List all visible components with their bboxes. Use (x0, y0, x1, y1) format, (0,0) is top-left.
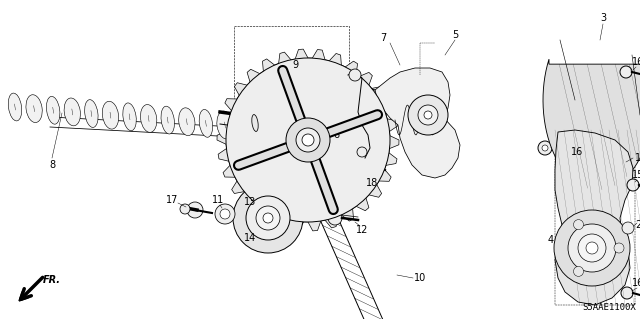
Circle shape (622, 222, 634, 234)
Text: S5AAE1100X: S5AAE1100X (582, 303, 636, 312)
Circle shape (424, 111, 432, 119)
Circle shape (356, 156, 364, 164)
Circle shape (233, 183, 303, 253)
Text: 1: 1 (635, 153, 640, 163)
Circle shape (554, 210, 630, 286)
Ellipse shape (64, 98, 81, 126)
Text: 9: 9 (292, 60, 298, 70)
Circle shape (357, 147, 367, 157)
Text: 13: 13 (244, 197, 256, 207)
Ellipse shape (123, 103, 136, 131)
Ellipse shape (47, 96, 60, 124)
Ellipse shape (140, 105, 157, 132)
Text: 12: 12 (356, 225, 368, 235)
Text: 4: 4 (548, 235, 554, 245)
Text: 11: 11 (212, 195, 224, 205)
Polygon shape (217, 49, 399, 231)
Text: 3: 3 (600, 13, 606, 23)
Circle shape (180, 204, 190, 214)
Circle shape (263, 213, 273, 223)
Circle shape (573, 219, 584, 230)
Text: 17: 17 (166, 195, 178, 205)
Text: 7: 7 (380, 33, 386, 43)
Ellipse shape (217, 111, 233, 139)
Circle shape (226, 58, 390, 222)
Circle shape (351, 151, 369, 169)
Text: 5: 5 (452, 30, 458, 40)
Circle shape (328, 211, 342, 225)
Ellipse shape (161, 106, 175, 134)
Circle shape (220, 209, 230, 219)
Ellipse shape (199, 109, 212, 137)
Circle shape (187, 202, 203, 218)
Ellipse shape (8, 93, 22, 121)
Circle shape (246, 196, 290, 240)
Circle shape (614, 243, 624, 253)
Ellipse shape (26, 95, 42, 122)
Circle shape (620, 66, 632, 78)
Circle shape (586, 242, 598, 254)
Text: 19: 19 (250, 103, 262, 113)
Circle shape (215, 204, 235, 224)
Circle shape (252, 122, 270, 140)
Polygon shape (543, 59, 640, 190)
Text: 20: 20 (262, 115, 274, 125)
Circle shape (542, 145, 548, 151)
Circle shape (578, 234, 606, 262)
Circle shape (302, 134, 314, 146)
Text: 18: 18 (366, 178, 378, 188)
Text: 8: 8 (49, 160, 55, 170)
Text: 2: 2 (635, 220, 640, 230)
Text: 16: 16 (632, 278, 640, 288)
Ellipse shape (102, 101, 118, 129)
Text: 16: 16 (632, 57, 640, 67)
Circle shape (408, 95, 448, 135)
Circle shape (286, 118, 330, 162)
Text: 16: 16 (571, 147, 583, 157)
Text: 10: 10 (414, 273, 426, 283)
Circle shape (568, 224, 616, 272)
Text: FR.: FR. (43, 275, 61, 285)
Ellipse shape (252, 115, 258, 131)
Circle shape (573, 266, 584, 276)
Circle shape (244, 114, 278, 148)
Text: 15: 15 (632, 170, 640, 180)
Circle shape (349, 69, 361, 81)
Text: 14: 14 (244, 233, 256, 243)
Circle shape (418, 105, 438, 125)
Circle shape (627, 179, 639, 191)
Polygon shape (555, 130, 633, 305)
Circle shape (621, 287, 633, 299)
Circle shape (256, 206, 280, 230)
Ellipse shape (84, 100, 98, 127)
Polygon shape (375, 68, 460, 178)
Circle shape (538, 141, 552, 155)
Text: 6: 6 (333, 130, 339, 140)
Ellipse shape (179, 108, 195, 136)
Circle shape (296, 128, 320, 152)
